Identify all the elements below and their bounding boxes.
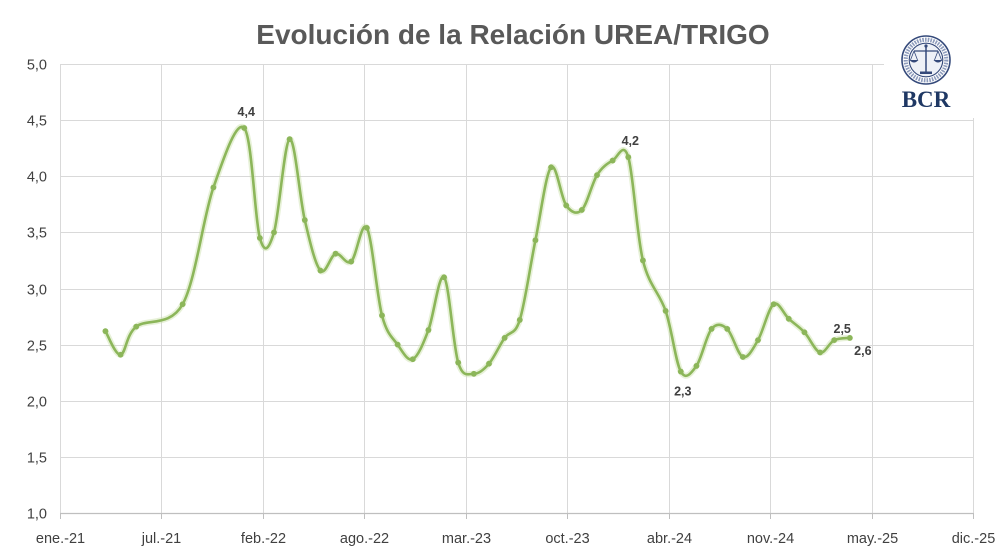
data-point <box>501 334 508 341</box>
y-tick-label: 1,0 <box>27 507 47 523</box>
x-tick-label: feb.-22 <box>241 531 286 547</box>
bcr-seal-icon <box>901 35 951 85</box>
y-tick-label: 2,5 <box>27 339 47 355</box>
data-point <box>348 258 355 265</box>
data-point <box>578 207 585 213</box>
data-point <box>801 329 808 336</box>
data-point <box>708 326 715 332</box>
data-point <box>317 267 324 274</box>
data-point <box>532 237 539 244</box>
x-tick-label: oct.-23 <box>545 531 589 547</box>
scales-knob <box>924 44 928 48</box>
y-tick-label: 3,0 <box>27 283 47 299</box>
data-point <box>770 301 777 308</box>
data-point <box>117 351 124 358</box>
data-label: 2,3 <box>674 385 691 399</box>
y-tick-label: 1,5 <box>27 451 47 467</box>
data-point <box>241 125 248 131</box>
data-point <box>394 341 401 348</box>
y-tick-label: 3,5 <box>27 226 47 242</box>
data-label: 4,4 <box>238 105 255 119</box>
y-tick-label: 4,0 <box>27 170 47 186</box>
bcr-logo-text: BCR <box>902 87 951 112</box>
x-tick-label: jul.-21 <box>141 531 182 547</box>
scales-left-pan <box>909 60 919 63</box>
x-tick-label: may.-25 <box>847 531 898 547</box>
data-point <box>739 354 746 360</box>
x-tick-label: ene.-21 <box>36 531 85 547</box>
data-point <box>563 202 570 209</box>
chart-title: Evolución de la Relación UREA/TRIGO <box>256 19 769 50</box>
scales-base <box>920 71 932 74</box>
y-tick-label: 4,5 <box>27 114 47 130</box>
data-point <box>409 356 416 363</box>
y-tick-label: 5,0 <box>27 58 47 74</box>
data-point <box>179 301 186 308</box>
scales-icon <box>909 44 943 74</box>
axes: 1,0 1,5 2,0 2,5 3,0 3,5 4,0 4,5 5,0 ene.-21 jul.-2… <box>27 58 995 548</box>
data-point <box>286 136 293 143</box>
y-tick-label: 2,0 <box>27 395 47 411</box>
data-point <box>332 250 339 257</box>
data-point <box>516 317 523 323</box>
data-point <box>210 184 217 191</box>
data-point <box>625 154 632 161</box>
data-point <box>455 359 462 366</box>
bcr-logo: BCR <box>884 28 976 118</box>
data-point <box>470 370 477 377</box>
data-label: 2,6 <box>854 344 871 358</box>
data-label: 4,2 <box>622 134 639 148</box>
data-label: 2,5 <box>834 322 851 336</box>
data-point <box>256 235 263 241</box>
scales-right-strings <box>934 50 942 61</box>
data-point <box>271 229 277 236</box>
data-point <box>640 257 646 264</box>
data-point <box>609 157 616 164</box>
data-point <box>133 323 140 330</box>
data-point <box>817 349 823 356</box>
data-point <box>846 334 853 341</box>
data-point <box>831 337 838 344</box>
data-point <box>425 327 432 333</box>
scales-left-strings <box>910 50 918 61</box>
series <box>102 123 853 379</box>
data-point <box>677 368 684 375</box>
x-tick-label: mar.-23 <box>442 531 491 547</box>
data-point <box>724 326 731 332</box>
x-tick-label: abr.-24 <box>647 531 692 547</box>
seal-lettering-ring <box>903 37 949 83</box>
data-labels: 4,4 4,2 2,3 2,52,6 <box>238 105 872 399</box>
gridlines <box>60 64 974 513</box>
data-point <box>441 274 447 281</box>
data-point <box>363 224 370 231</box>
x-tick-label: dic.-25 <box>952 531 996 547</box>
data-point <box>379 312 385 319</box>
data-point <box>594 172 600 179</box>
data-point <box>755 337 761 344</box>
series-line <box>104 125 852 377</box>
x-tick-label: ago.-22 <box>340 531 389 547</box>
data-point <box>486 360 492 367</box>
x-tick-label: nov.-24 <box>747 531 794 547</box>
data-point <box>662 308 669 314</box>
data-point <box>693 363 700 369</box>
data-point <box>785 315 792 322</box>
data-point <box>548 164 554 171</box>
data-point <box>301 217 308 223</box>
scales-right-pan <box>933 60 943 63</box>
data-point <box>102 328 109 335</box>
